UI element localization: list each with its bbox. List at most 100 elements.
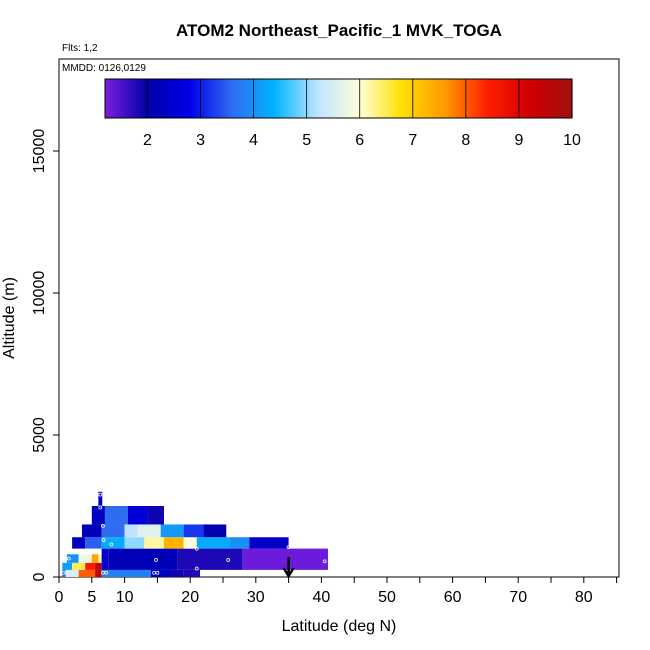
colorbar-tick-label: 2 — [143, 132, 152, 149]
colorbar-tick-label: 3 — [196, 132, 205, 149]
colorbar-cell — [541, 79, 545, 118]
x-tick-label: 40 — [313, 589, 331, 606]
colorbar-cell — [469, 79, 473, 118]
colorbar-cell — [109, 79, 113, 118]
colorbar-cell — [301, 79, 305, 118]
colorbar-cell — [186, 79, 190, 118]
colorbar-cell — [413, 79, 417, 118]
colorbar-cell — [298, 79, 302, 118]
colorbar-cell — [147, 79, 150, 118]
colorbar-cell — [431, 79, 435, 118]
x-tick-label: 10 — [116, 589, 134, 606]
colorbar-cell — [322, 79, 326, 118]
x-tick-label: 0 — [55, 589, 64, 606]
colorbar-cell — [142, 79, 146, 118]
colorbar: 2 3 4 5 6 7 8 9 10 — [104, 78, 581, 149]
heatmap-cell — [104, 506, 128, 525]
sample-point — [322, 559, 327, 564]
colorbar-cell — [121, 79, 125, 118]
heatmap-cell — [78, 554, 92, 563]
colorbar-cell — [317, 79, 321, 118]
heatmap-cell — [170, 569, 184, 577]
colorbar-cell — [289, 79, 293, 118]
sample-point — [101, 523, 105, 528]
colorbar-cell — [161, 79, 164, 118]
colorbar-cell — [382, 79, 386, 118]
colorbar-cell — [345, 79, 349, 118]
heatmap-cell — [101, 537, 125, 549]
y-tick-label: 10000 — [31, 271, 48, 316]
colorbar-cell — [259, 79, 263, 118]
colorbar-cell — [156, 79, 160, 118]
colorbar-cell — [280, 79, 284, 118]
colorbar-cell — [527, 79, 531, 118]
colorbar-cell — [245, 79, 249, 118]
colorbar-cell — [525, 79, 529, 118]
x-tick-label: 80 — [575, 589, 593, 606]
heatmap-cell — [85, 537, 102, 549]
heatmap-cell — [101, 548, 109, 570]
colorbar-cell — [172, 79, 176, 118]
colorbar-cell — [294, 79, 298, 118]
heatmap-cell — [62, 569, 66, 577]
heatmap-cell — [196, 537, 230, 549]
x-tick-label: 20 — [181, 589, 199, 606]
colorbar-cell — [315, 79, 319, 118]
colorbar-cell — [324, 79, 328, 118]
sample-point — [286, 545, 291, 550]
colorbar-cell — [154, 79, 157, 118]
colorbar-cell — [319, 79, 323, 118]
flights-note: Flts: 1,2 — [62, 43, 98, 54]
heatmap-cell — [147, 506, 164, 525]
colorbar-cell — [135, 79, 139, 118]
colorbar-cell — [217, 79, 221, 118]
heatmap-cell — [78, 569, 96, 577]
x-tick-label: 5 — [87, 589, 96, 606]
colorbar-cell — [480, 79, 484, 118]
chart-title: ATOM2 Northeast_Pacific_1 MVK_TOGA — [176, 21, 502, 40]
plot-frame — [58, 58, 620, 578]
colorbar-cell — [228, 79, 232, 118]
x-tick-label: 70 — [509, 589, 527, 606]
colorbar-cell — [567, 79, 571, 118]
colorbar-cell — [380, 79, 384, 118]
colorbar-cell — [375, 79, 379, 118]
heatmap-cell — [183, 524, 204, 538]
heatmap-cell — [160, 524, 184, 538]
colorbar-cell — [539, 79, 543, 118]
heatmap-cell — [183, 569, 201, 577]
colorbar-cell — [366, 79, 370, 118]
colorbar-cell — [240, 79, 244, 118]
colorbar-cell — [163, 79, 167, 118]
colorbar-cell — [422, 79, 426, 118]
colorbar-cell — [336, 79, 340, 118]
colorbar-cell — [499, 79, 503, 118]
colorbar-cell — [198, 79, 202, 118]
colorbar-cell — [343, 79, 347, 118]
colorbar-cell — [396, 79, 400, 118]
colorbar-cell — [478, 79, 482, 118]
colorbar-cell — [212, 79, 216, 118]
colorbar-cell — [182, 79, 185, 118]
colorbar-cell — [144, 79, 148, 118]
heatmap-cell — [229, 537, 250, 549]
colorbar-cell — [191, 79, 195, 118]
colorbar-tick-label: 5 — [302, 132, 311, 149]
colorbar-cell — [417, 79, 421, 118]
colorbar-cell — [226, 79, 230, 118]
sample-point — [194, 546, 199, 551]
sample-point — [101, 538, 106, 542]
colorbar-cell — [389, 79, 393, 118]
sample-point — [155, 570, 160, 575]
colorbar-cell — [487, 79, 491, 118]
heatmap-cell — [66, 554, 79, 563]
x-tick-label: 60 — [444, 589, 462, 606]
colorbar-cell — [415, 79, 419, 118]
colorbar-cell — [242, 79, 246, 118]
colorbar-cell — [231, 79, 235, 118]
colorbar-cell — [133, 79, 136, 118]
colorbar-cell — [189, 79, 192, 118]
colorbar-cell — [569, 79, 573, 118]
colorbar-cell — [196, 79, 199, 118]
